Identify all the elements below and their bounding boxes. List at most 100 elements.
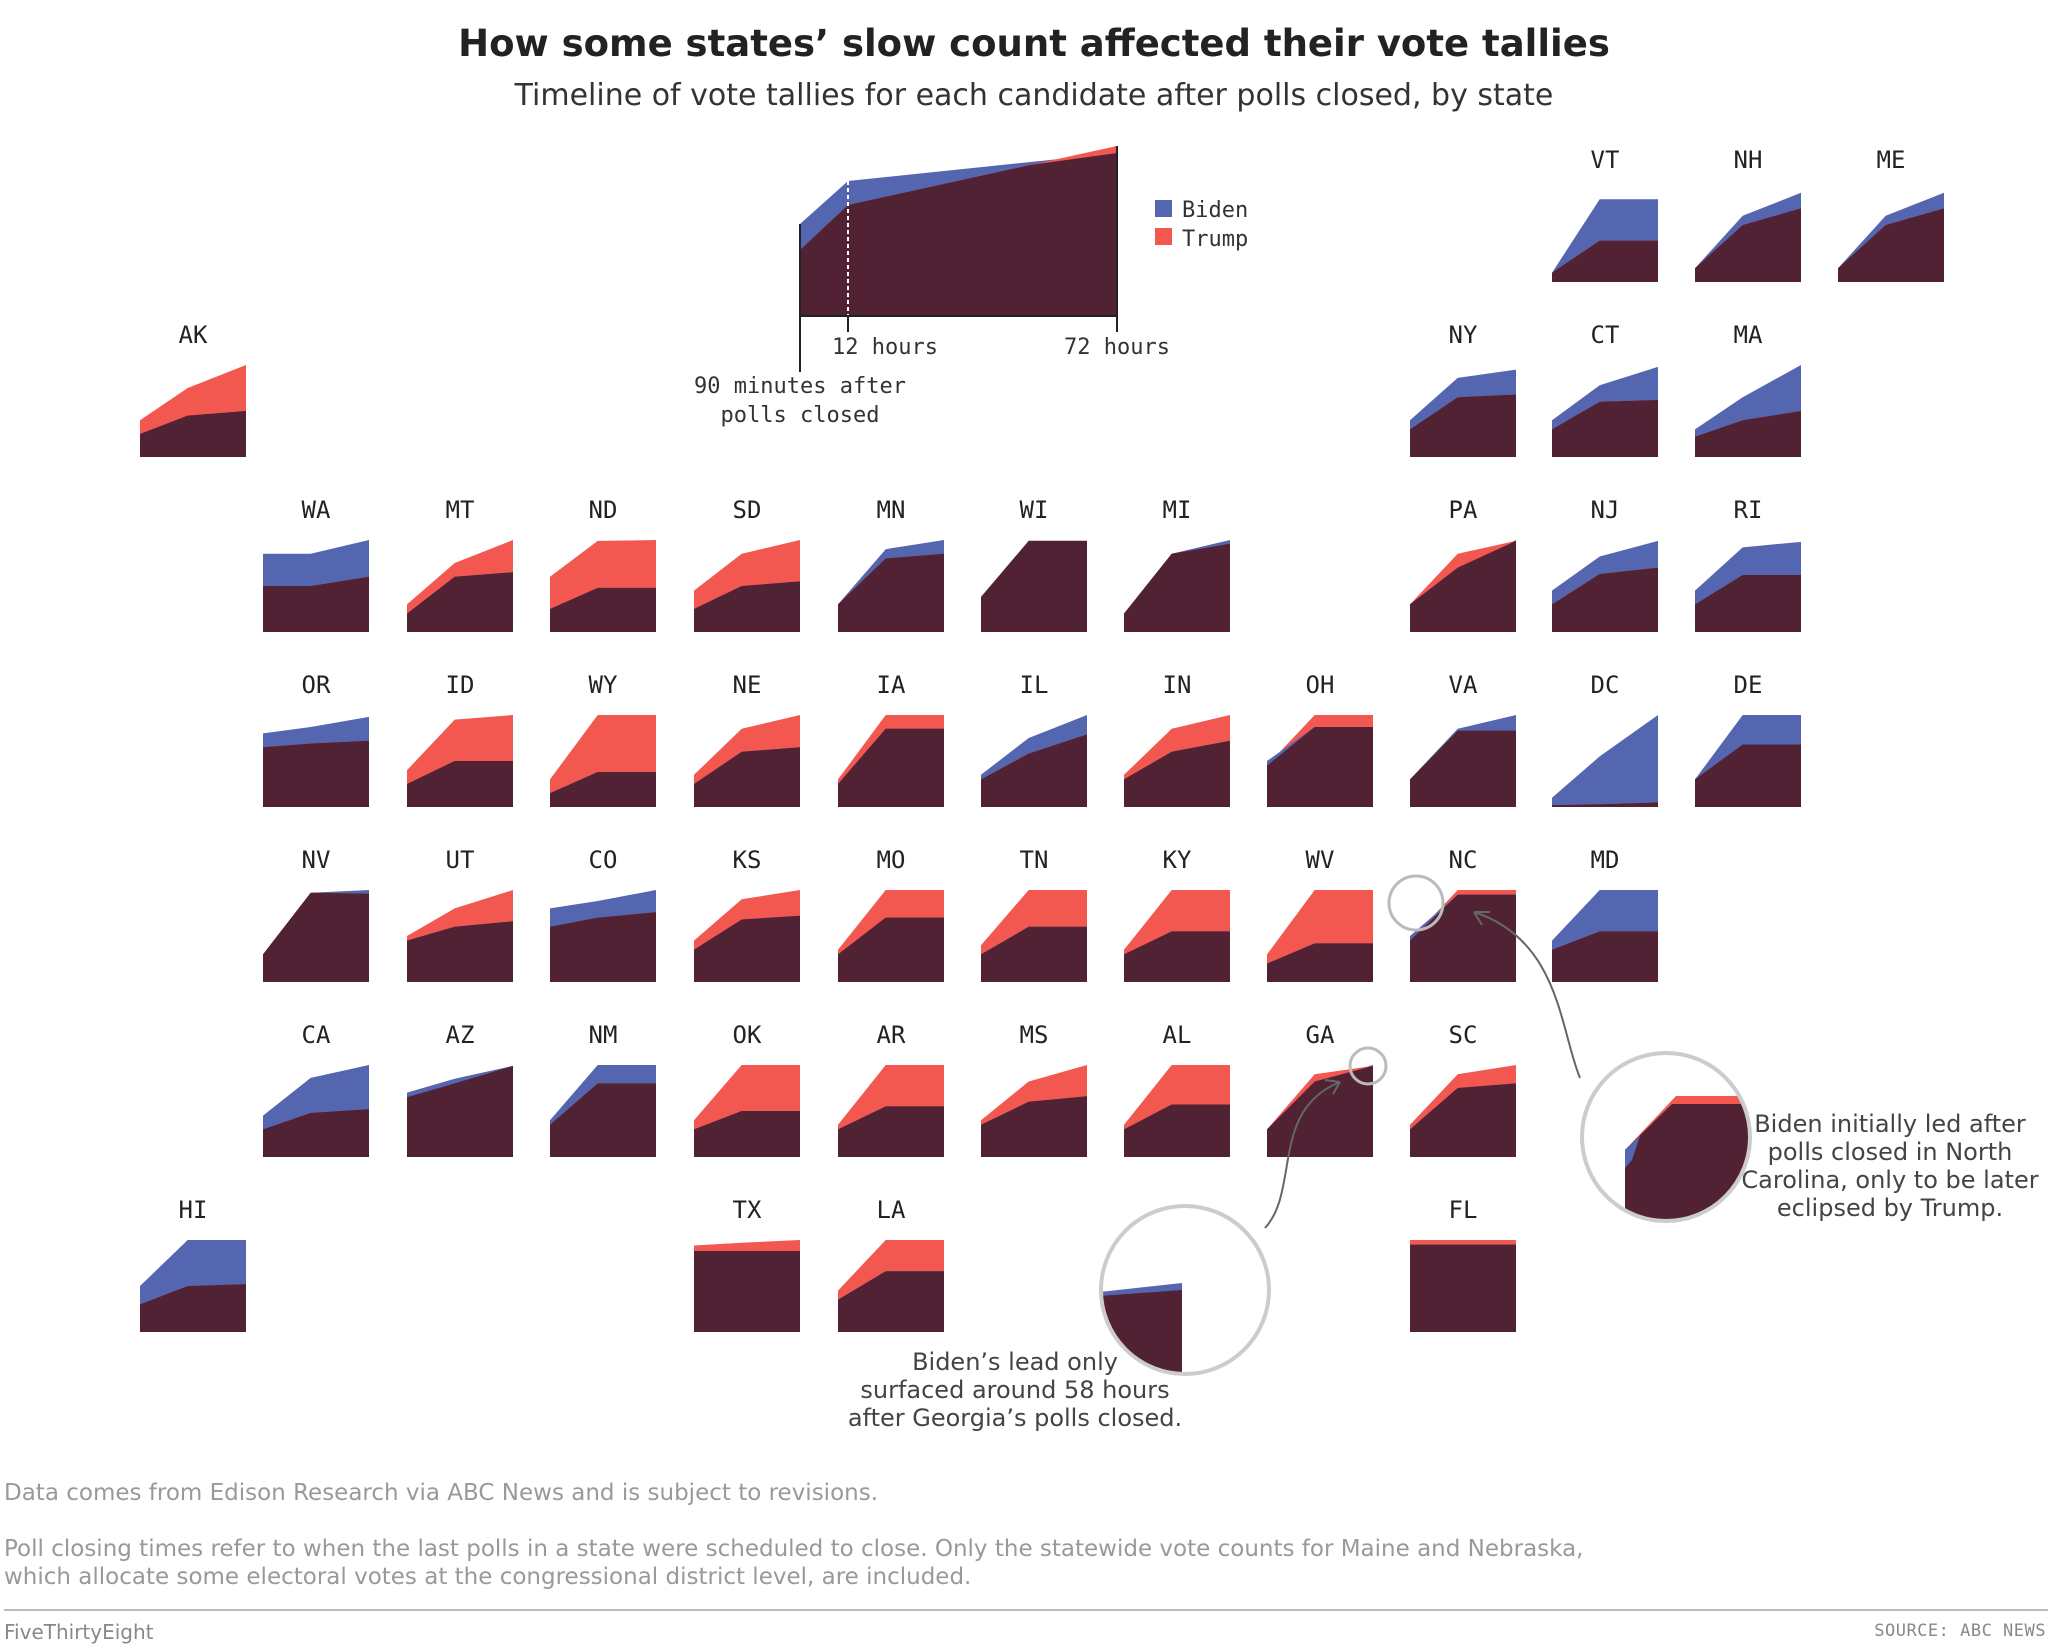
state-chart-de: DE bbox=[1695, 671, 1801, 807]
area-overlap-mn bbox=[838, 553, 944, 632]
state-chart-az: AZ bbox=[407, 1021, 513, 1157]
state-chart-tn: TN bbox=[981, 846, 1087, 982]
area-overlap-ne bbox=[694, 747, 800, 807]
callouts bbox=[1099, 874, 1752, 1376]
state-chart-ks: KS bbox=[694, 846, 800, 982]
nc-callout-line: eclipsed by Trump. bbox=[1776, 1194, 2004, 1222]
state-chart-me: ME bbox=[1838, 146, 1944, 282]
state-label-de: DE bbox=[1734, 671, 1763, 699]
source-label: SOURCE: ABC NEWS bbox=[1874, 1621, 2046, 1641]
area-overlap-nh bbox=[1695, 208, 1801, 282]
state-label-fl: FL bbox=[1449, 1196, 1478, 1224]
nc-callout-line: polls closed in North bbox=[1767, 1138, 2013, 1166]
nc-zoom-circle bbox=[1580, 1051, 1752, 1223]
state-label-or: OR bbox=[302, 671, 331, 699]
state-label-co: CO bbox=[589, 846, 618, 874]
data-note: Data comes from Edison Research via ABC … bbox=[4, 1480, 879, 1506]
state-chart-md: MD bbox=[1552, 846, 1658, 982]
area-overlap-md bbox=[1552, 931, 1658, 982]
state-label-tx: TX bbox=[733, 1196, 762, 1224]
area-overlap-de bbox=[1695, 744, 1801, 807]
ga-pointer-line bbox=[1264, 1081, 1341, 1229]
state-label-ia: IA bbox=[877, 671, 906, 699]
area-overlap-az bbox=[407, 1065, 513, 1157]
area-overlap-ar bbox=[838, 1106, 944, 1157]
nc-small-circle bbox=[1387, 874, 1445, 932]
ga-small-circle bbox=[1348, 1046, 1388, 1086]
state-chart-ut: UT bbox=[407, 846, 513, 982]
state-label-mt: MT bbox=[446, 496, 475, 524]
area-overlap-nv bbox=[263, 892, 369, 982]
state-label-wy: WY bbox=[589, 671, 618, 699]
area-overlap-ut bbox=[407, 921, 513, 982]
state-chart-wv: WV bbox=[1267, 846, 1373, 982]
area-overlap-ia bbox=[838, 728, 944, 807]
state-label-la: LA bbox=[877, 1196, 906, 1224]
key-label-72h: 72 hours bbox=[1064, 335, 1170, 360]
state-chart-nh: NH bbox=[1695, 146, 1801, 282]
state-label-sd: SD bbox=[733, 496, 762, 524]
state-label-ca: CA bbox=[302, 1021, 331, 1049]
area-overlap-me bbox=[1838, 208, 1944, 282]
state-label-tn: TN bbox=[1020, 846, 1049, 874]
area-overlap-mt bbox=[407, 572, 513, 632]
state-label-vt: VT bbox=[1591, 146, 1620, 174]
area-overlap-la bbox=[838, 1271, 944, 1332]
state-chart-sc: SC bbox=[1410, 1021, 1516, 1157]
legend-label-trump: Trump bbox=[1182, 227, 1248, 252]
ga-zoom-circle bbox=[1099, 1204, 1271, 1376]
area-overlap-wi bbox=[981, 540, 1087, 632]
state-label-mn: MN bbox=[877, 496, 906, 524]
area-overlap-nc bbox=[1410, 894, 1516, 982]
area-overlap-va bbox=[1410, 730, 1516, 807]
nc-callout-text: Biden initially led after polls closed i… bbox=[1730, 1110, 2048, 1222]
area-overlap-il bbox=[981, 734, 1087, 807]
state-label-ga: GA bbox=[1306, 1021, 1335, 1049]
key-label-start-1: 90 minutes after bbox=[694, 374, 906, 399]
area-overlap-oh bbox=[1267, 726, 1373, 807]
state-label-ri: RI bbox=[1734, 496, 1763, 524]
nc-callout-line: Biden initially led after bbox=[1754, 1110, 2026, 1138]
state-label-wv: WV bbox=[1306, 846, 1335, 874]
state-label-in: IN bbox=[1163, 671, 1192, 699]
state-chart-id: ID bbox=[407, 671, 513, 807]
state-label-sc: SC bbox=[1449, 1021, 1478, 1049]
area-biden-dc bbox=[1552, 715, 1658, 807]
legend-swatch-biden bbox=[1155, 200, 1172, 217]
area-overlap-wa bbox=[263, 576, 369, 632]
area-overlap-ok bbox=[694, 1111, 800, 1157]
state-label-ok: OK bbox=[733, 1021, 762, 1049]
state-chart-mi: MI bbox=[1124, 496, 1230, 632]
state-label-ma: MA bbox=[1734, 321, 1763, 349]
key-area-overlap bbox=[800, 153, 1117, 316]
state-chart-il: IL bbox=[981, 671, 1087, 807]
state-chart-nc: NC bbox=[1410, 846, 1516, 982]
state-chart-hi: HI bbox=[140, 1196, 246, 1332]
state-label-nm: NM bbox=[589, 1021, 618, 1049]
area-overlap-ca bbox=[263, 1109, 369, 1157]
area-overlap-co bbox=[550, 912, 656, 982]
area-overlap-vt bbox=[1552, 240, 1658, 282]
state-label-va: VA bbox=[1449, 671, 1478, 699]
state-chart-ri: RI bbox=[1695, 496, 1801, 632]
state-label-nc: NC bbox=[1449, 846, 1478, 874]
state-label-ny: NY bbox=[1449, 321, 1478, 349]
nc-pointer-line bbox=[1473, 911, 1581, 1079]
state-chart-fl: FL bbox=[1410, 1196, 1516, 1332]
chart-subtitle: Timeline of vote tallies for each candid… bbox=[514, 78, 1554, 113]
chart-title: How some states’ slow count affected the… bbox=[458, 22, 1610, 65]
state-label-il: IL bbox=[1020, 671, 1049, 699]
key-label-start-2: polls closed bbox=[721, 403, 880, 428]
state-chart-nm: NM bbox=[550, 1021, 656, 1157]
state-chart-ma: MA bbox=[1695, 321, 1801, 457]
state-label-ak: AK bbox=[179, 321, 208, 349]
state-chart-ne: NE bbox=[694, 671, 800, 807]
state-chart-in: IN bbox=[1124, 671, 1230, 807]
state-label-ky: KY bbox=[1163, 846, 1192, 874]
area-overlap-pa bbox=[1410, 540, 1516, 632]
state-grid-chart: VT NH ME AK NY CT MA WA MT ND SD MN WI MI PA NJ RI OR ID WY… bbox=[140, 146, 1944, 1376]
state-chart-wy: WY bbox=[550, 671, 656, 807]
legend-swatch-trump bbox=[1155, 228, 1172, 245]
state-chart-vt: VT bbox=[1552, 146, 1658, 282]
